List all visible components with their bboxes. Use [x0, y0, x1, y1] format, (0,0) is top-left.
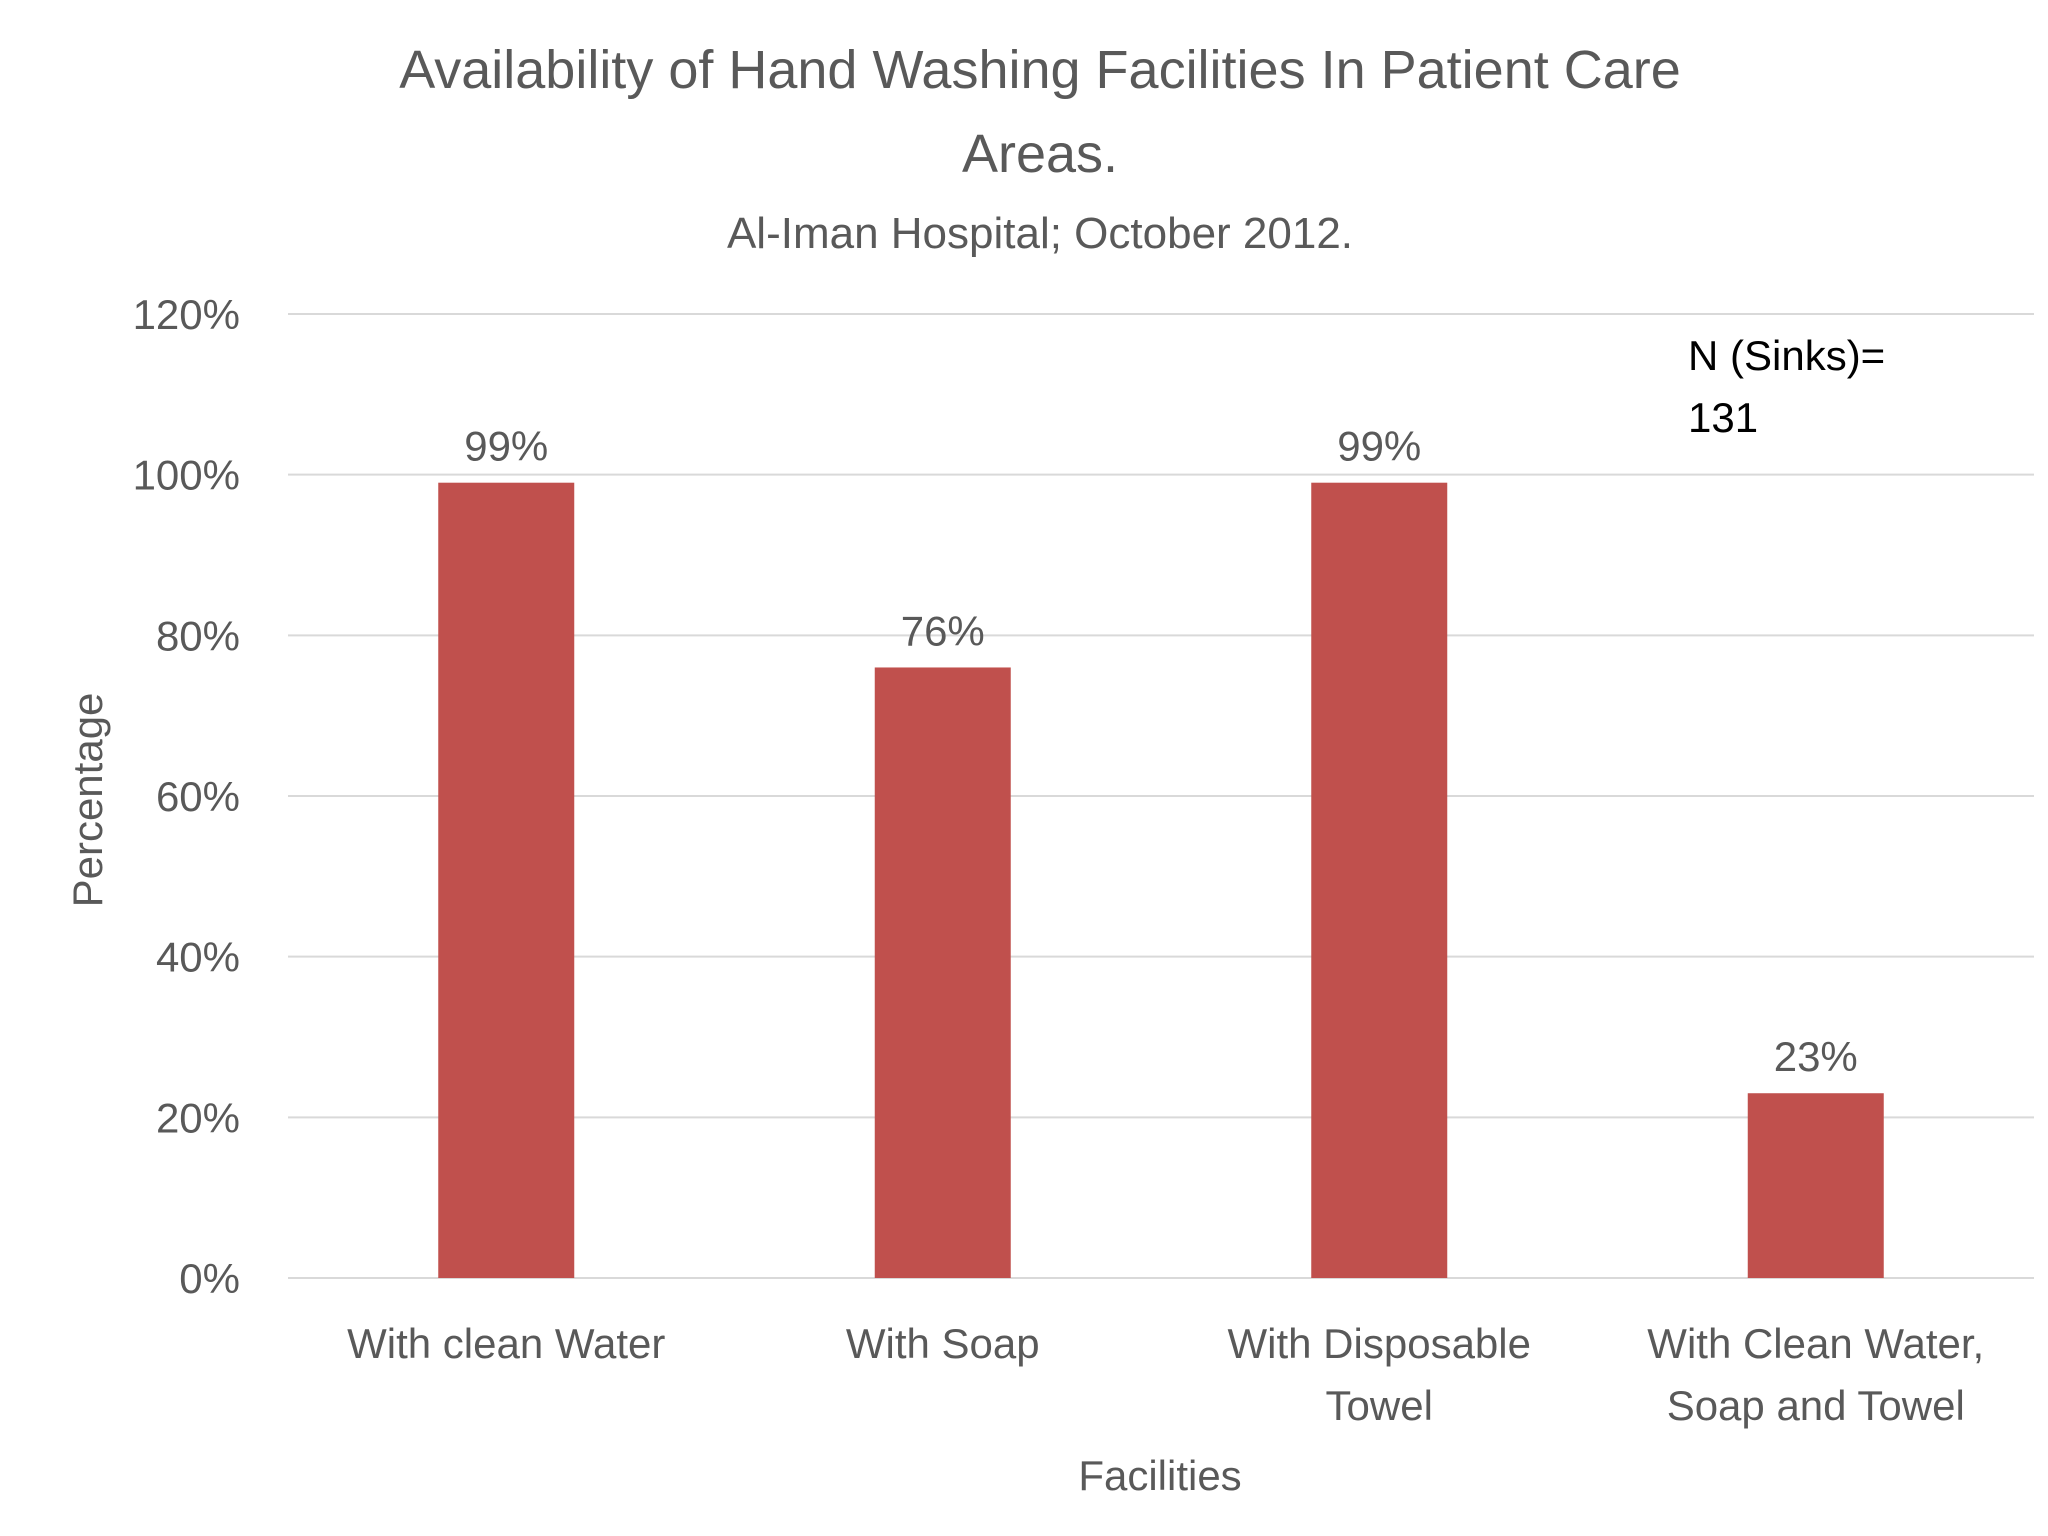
- y-tick-label: 20%: [156, 1094, 240, 1141]
- x-axis-label: Facilities: [1078, 1452, 1241, 1499]
- bar-value-label: 99%: [464, 423, 548, 470]
- bar: [1747, 1093, 1884, 1278]
- bar-value-label: 76%: [901, 607, 985, 654]
- y-axis-label: Percentage: [64, 693, 111, 908]
- chart-subtitle: Al-Iman Hospital; October 2012.: [727, 209, 1353, 258]
- bar: [874, 667, 1011, 1278]
- x-tick-label: Soap and Towel: [1667, 1382, 1965, 1429]
- x-tick-label: With Soap: [846, 1320, 1040, 1367]
- x-tick-label: With clean Water: [347, 1320, 665, 1367]
- bar: [438, 482, 575, 1278]
- y-tick-label: 120%: [133, 291, 240, 338]
- y-tick-label: 100%: [133, 452, 240, 499]
- sample-size-note-line-1: N (Sinks)=: [1688, 332, 1885, 379]
- y-tick-label: 80%: [156, 612, 240, 659]
- chart-title-line-1: Availability of Hand Washing Facilities …: [399, 40, 1681, 100]
- y-axis-ticks: 0% 20% 40% 60% 80% 100% 120%: [133, 291, 240, 1302]
- bar-value-label: 23%: [1774, 1033, 1858, 1080]
- y-tick-label: 40%: [156, 934, 240, 981]
- x-tick-label: Towel: [1326, 1382, 1433, 1429]
- y-tick-label: 0%: [179, 1255, 240, 1302]
- gridlines: [288, 313, 2034, 1279]
- x-axis-ticks: With clean Water With Soap With Disposable…: [347, 1320, 1984, 1429]
- data-labels: 99% 76% 99% 23%: [464, 423, 1858, 1081]
- bar-value-label: 99%: [1337, 423, 1421, 470]
- bars: [438, 482, 1884, 1278]
- x-tick-label: With Clean Water,: [1647, 1320, 1984, 1367]
- y-tick-label: 60%: [156, 773, 240, 820]
- sample-size-note-line-2: 131: [1688, 394, 1758, 441]
- bar: [1311, 482, 1448, 1278]
- chart-title-line-2: Areas.: [962, 124, 1118, 184]
- x-tick-label: With Disposable: [1228, 1320, 1531, 1367]
